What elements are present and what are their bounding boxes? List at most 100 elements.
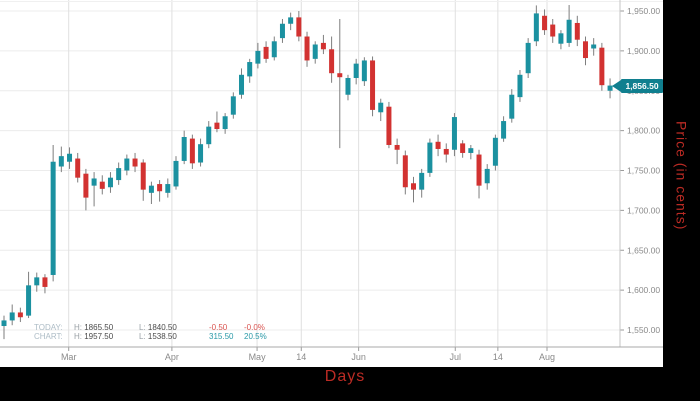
candle-up — [607, 85, 613, 91]
candle-down — [443, 148, 449, 155]
legend-change: -0.50 — [209, 323, 228, 332]
candle-down — [329, 49, 335, 74]
legend-row-today: TODAY: H: 1865.50 L: 1840.50 -0.50 -0.0% — [34, 323, 286, 332]
candlestick-chart[interactable]: 1,950.001,900.001,850.001,800.001,750.00… — [0, 0, 663, 367]
candle-up — [58, 156, 64, 167]
y-axis-title: Price (in cents) — [673, 121, 690, 231]
y-tick-label: 1,700.00 — [627, 205, 660, 215]
candle-up — [484, 168, 490, 184]
candle-up — [468, 148, 474, 153]
x-tick-label: Jul — [450, 352, 462, 362]
candle-up — [239, 74, 245, 95]
candle-up — [165, 184, 171, 193]
candle-down — [460, 143, 466, 153]
candle-up — [345, 77, 351, 95]
chart-legend: TODAY: H: 1865.50 L: 1840.50 -0.50 -0.0%… — [34, 323, 286, 341]
candle-down — [476, 154, 482, 186]
candle-down — [320, 42, 326, 50]
candle-down — [214, 122, 220, 130]
legend-row-chart: CHART: H: 1957.50 L: 1538.50 315.50 20.5… — [34, 332, 286, 341]
candle-up — [361, 60, 367, 82]
candle-up — [451, 117, 457, 150]
candle-down — [75, 158, 81, 178]
y-tick-label: 1,600.00 — [627, 285, 660, 295]
candle-up — [26, 285, 32, 316]
candle-up — [124, 158, 130, 171]
candle-up — [206, 126, 212, 145]
candle-down — [550, 24, 556, 37]
candle-down — [337, 73, 343, 78]
last-price-tag: 1,856.50 — [612, 79, 663, 93]
candle-up — [591, 44, 597, 49]
candle-up — [312, 44, 318, 59]
price-tag-value: 1,856.50 — [621, 79, 663, 93]
candle-down — [132, 158, 138, 167]
legend-change: 315.50 — [209, 332, 234, 341]
candle-down — [370, 60, 376, 110]
candle-down — [17, 312, 23, 318]
candle-down — [582, 41, 588, 59]
legend-low-value: 1840.50 — [147, 323, 177, 332]
candle-down — [296, 17, 302, 37]
candle-down — [263, 46, 269, 59]
candle-up — [517, 74, 523, 98]
x-axis-title: Days — [324, 368, 366, 385]
price-tag-arrow-icon — [612, 80, 621, 92]
x-tick-label: Jun — [351, 352, 366, 362]
candle-down — [304, 36, 310, 61]
x-tick-label: May — [249, 352, 267, 362]
candle-up — [222, 116, 228, 130]
candle-up — [558, 33, 564, 44]
candle-up — [107, 177, 113, 188]
candle-up — [378, 102, 384, 113]
candle-down — [599, 47, 605, 86]
y-tick-label: 1,950.00 — [627, 6, 660, 16]
candle-down — [42, 277, 48, 287]
x-tick-label: 14 — [493, 352, 503, 362]
candle-down — [542, 15, 548, 31]
candle-down — [157, 184, 163, 192]
candle-up — [566, 19, 572, 43]
candle-up — [173, 160, 179, 187]
candle-up — [255, 50, 261, 64]
candle-up — [67, 153, 73, 162]
candle-up — [116, 168, 122, 181]
x-tick-label: Mar — [61, 352, 77, 362]
candle-down — [189, 138, 195, 164]
x-tick-label: Apr — [165, 352, 179, 362]
y-tick-label: 1,550.00 — [627, 325, 660, 335]
candle-down — [386, 106, 392, 145]
candle-up — [525, 42, 531, 74]
candle-down — [574, 22, 580, 40]
legend-low-prefix: L: — [139, 323, 146, 332]
candle-up — [181, 137, 187, 161]
candle-up — [509, 94, 515, 119]
candle-up — [492, 137, 498, 166]
legend-percent: -0.0% — [244, 323, 265, 332]
legend-low-prefix: L: — [139, 332, 146, 341]
legend-label: TODAY: — [34, 323, 63, 332]
legend-high-value: 1865.50 — [84, 323, 114, 332]
y-tick-label: 1,650.00 — [627, 245, 660, 255]
candle-up — [427, 142, 433, 173]
candle-up — [198, 144, 204, 163]
candle-up — [533, 13, 539, 42]
candle-down — [99, 181, 105, 189]
candle-up — [34, 277, 40, 286]
candle-up — [353, 63, 359, 78]
legend-high-prefix: H: — [74, 332, 82, 341]
chart-panel: 1,950.001,900.001,850.001,800.001,750.00… — [0, 0, 663, 367]
y-tick-label: 1,800.00 — [627, 126, 660, 136]
candle-up — [1, 320, 7, 327]
candle-up — [247, 62, 253, 77]
candle-down — [83, 173, 89, 198]
candle-up — [50, 161, 56, 275]
candle-up — [91, 178, 97, 186]
candle-down — [394, 144, 400, 150]
candle-down — [435, 141, 441, 149]
x-tick-label: 14 — [296, 352, 306, 362]
candle-up — [279, 23, 285, 39]
candle-up — [419, 172, 425, 190]
candle-up — [271, 41, 277, 58]
legend-percent: 20.5% — [244, 332, 267, 341]
